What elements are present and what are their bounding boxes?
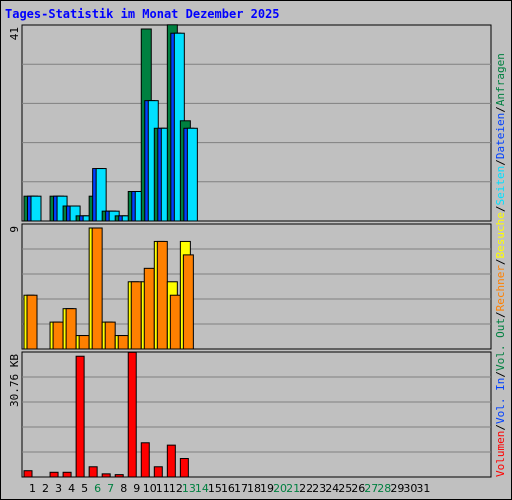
x-tick-label-24: 24: [325, 482, 339, 495]
x-tick-label-31: 31: [416, 482, 430, 495]
legend-vol-out: Vol. Out: [494, 318, 507, 371]
y-axis-label-volumen: 30.76 KB: [8, 354, 21, 407]
bar-volumen-day-6: [88, 466, 98, 478]
x-tick-label-6: 6: [94, 482, 101, 495]
x-tick-label-5: 5: [81, 482, 88, 495]
bar-rechner-day-6: [91, 227, 103, 350]
x-tick-label-9: 9: [133, 482, 140, 495]
x-tick-label-27: 27: [364, 482, 378, 495]
x-tick-label-16: 16: [221, 482, 235, 495]
x-tick-label-29: 29: [390, 482, 404, 495]
legend-rechner: Rechner: [494, 265, 507, 312]
bar-rechner-day-13: [182, 254, 194, 350]
bar-seiten-day-6: [95, 168, 107, 222]
legend-separator: /: [494, 258, 507, 265]
x-tick-label-18: 18: [247, 482, 261, 495]
bar-rechner-day-9: [130, 281, 142, 350]
legend-anfragen: Anfragen: [494, 53, 507, 106]
bar-volumen-day-3: [49, 471, 59, 478]
legend-vol-in: Vol. In: [494, 378, 507, 424]
x-tick-label-7: 7: [107, 482, 114, 495]
bar-seiten-day-4: [69, 205, 81, 222]
y-axis-label-besuche-rechner: 9: [8, 226, 21, 233]
bar-rechner-day-8: [117, 335, 129, 350]
panel-volumen: [21, 351, 492, 478]
bar-volumen-day-11: [153, 466, 163, 478]
x-tick-label-2: 2: [42, 482, 49, 495]
x-tick-label-15: 15: [208, 482, 222, 495]
x-tick-label-26: 26: [351, 482, 365, 495]
bar-rechner-day-1: [26, 294, 38, 350]
x-tick-label-13: 13: [182, 482, 196, 495]
x-tick-label-14: 14: [195, 482, 209, 495]
x-tick-label-20: 20: [273, 482, 287, 495]
bar-volumen-day-13: [179, 458, 189, 478]
x-tick-label-22: 22: [299, 482, 313, 495]
x-tick-label-8: 8: [120, 482, 127, 495]
legend-seiten: Seiten: [494, 166, 507, 206]
bar-volumen-day-8: [114, 474, 124, 478]
x-tick-label-17: 17: [234, 482, 248, 495]
x-tick-label-30: 30: [403, 482, 417, 495]
legend-separator: /: [494, 159, 507, 166]
legend-separator: /: [494, 424, 507, 431]
x-tick-label-3: 3: [55, 482, 62, 495]
x-tick-label-19: 19: [260, 482, 274, 495]
bar-rechner-day-4: [65, 308, 77, 350]
bar-rechner-day-7: [104, 321, 116, 350]
legend-separator: /: [494, 371, 507, 378]
legend-volumen: Volumen: [494, 431, 507, 477]
x-tick-label-21: 21: [286, 482, 300, 495]
bar-seiten-day-1: [30, 195, 42, 222]
legend-separator: /: [494, 311, 507, 318]
bar-rechner-day-12: [169, 294, 181, 350]
bar-volumen-day-7: [101, 473, 111, 478]
legend-separator: /: [494, 106, 507, 113]
legend-besuche: Besuche: [494, 212, 507, 258]
bar-rechner-day-3: [52, 321, 64, 350]
x-tick-label-4: 4: [68, 482, 75, 495]
bar-volumen-day-9: [127, 351, 137, 478]
x-tick-label-23: 23: [312, 482, 326, 495]
bar-rechner-day-11: [156, 240, 168, 350]
bar-volumen-day-12: [166, 444, 176, 478]
bar-volumen-day-4: [62, 471, 72, 478]
bar-volumen-day-5: [75, 355, 85, 478]
bar-rechner-day-10: [143, 267, 155, 350]
x-tick-label-1: 1: [29, 482, 36, 495]
bar-volumen-day-10: [140, 442, 150, 478]
legend-separator: /: [494, 205, 507, 212]
bar-rechner-day-5: [78, 335, 90, 350]
x-tick-label-12: 12: [169, 482, 183, 495]
bar-volumen-day-1: [23, 470, 33, 478]
x-tick-label-11: 11: [156, 482, 170, 495]
chart-title: Tages-Statistik im Monat Dezember 2025: [5, 7, 280, 21]
x-tick-label-28: 28: [377, 482, 391, 495]
legend-dateien: Dateien: [494, 113, 507, 159]
bar-seiten-day-13: [186, 127, 198, 222]
right-legend: Volumen/Vol. In/Vol. Out/Rechner/Besuche…: [494, 53, 507, 477]
x-tick-label-25: 25: [338, 482, 352, 495]
x-tick-label-10: 10: [143, 482, 157, 495]
y-axis-label-anfragen-dateien-seiten: 41: [8, 27, 21, 40]
